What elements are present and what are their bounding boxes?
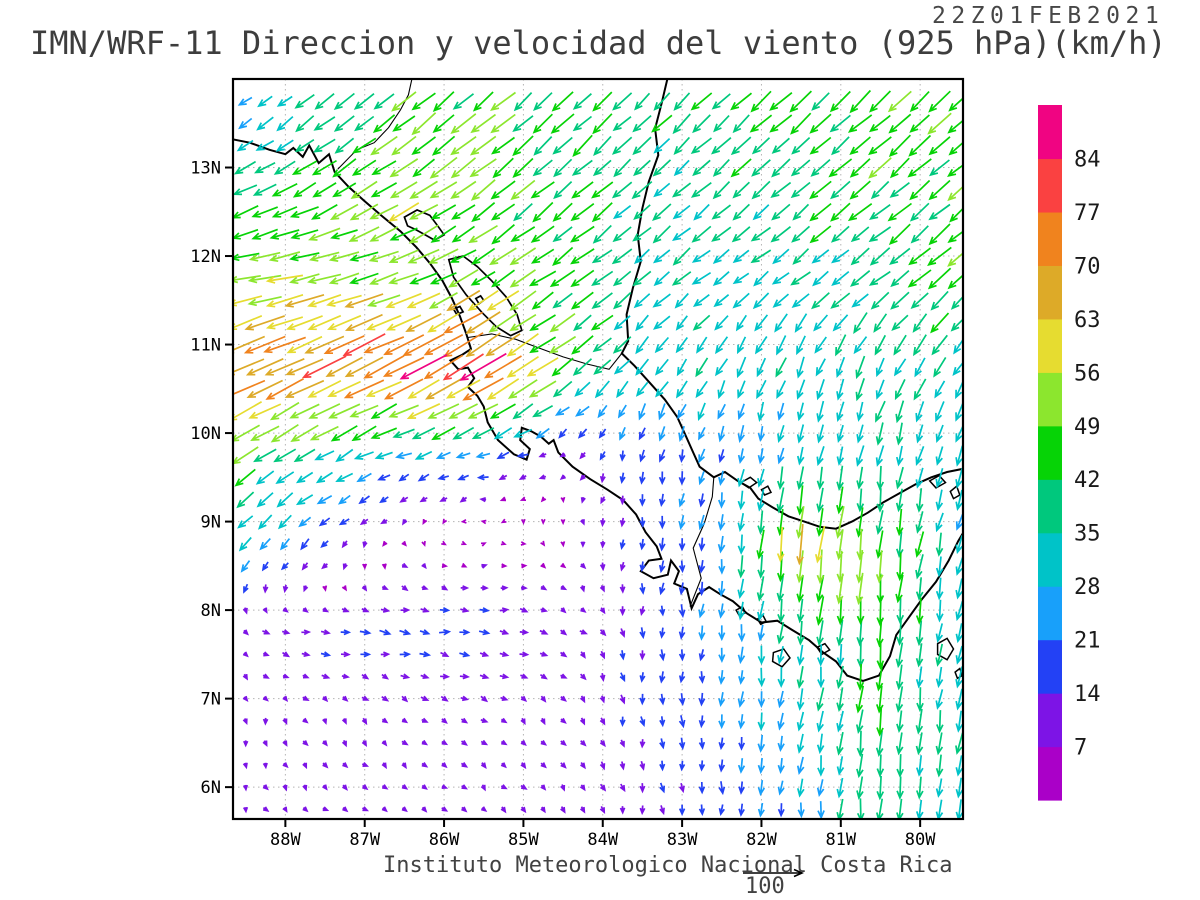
coastline <box>620 79 963 530</box>
axis-ticks <box>225 166 922 827</box>
lat-tick-label: 12N <box>190 247 221 267</box>
island-outline <box>739 476 758 489</box>
colorbar-segment <box>1038 639 1062 694</box>
colorbar-segment <box>1038 211 1062 266</box>
country-border <box>689 477 715 607</box>
lat-tick-label: 11N <box>190 336 221 356</box>
page-title: IMN/WRF-11 Direccion y velocidad del vie… <box>30 24 1167 62</box>
island-outline <box>949 484 961 500</box>
colorbar-tick-label: 7 <box>1074 736 1087 761</box>
plot-frame <box>231 77 965 821</box>
wind-arrows-speed-bin <box>233 202 826 564</box>
island-outline <box>936 637 955 661</box>
colorbar-segment <box>1038 265 1062 320</box>
colorbar-segment <box>1038 693 1062 748</box>
colorbar-segment <box>1038 746 1062 801</box>
lon-tick-label: 87W <box>349 830 380 850</box>
colorbar-segment <box>1038 158 1062 213</box>
reference-arrow-label: 100 <box>745 874 785 899</box>
colorbar-tick-label: 14 <box>1074 682 1101 707</box>
lat-tick-label: 6N <box>201 778 221 798</box>
colorbar-tick-label: 84 <box>1074 148 1101 173</box>
institute-credit: Instituto Meteorologico Nacional Costa R… <box>383 853 953 878</box>
wind-arrows-speed-bin <box>233 311 522 401</box>
reference-arrow <box>743 868 804 878</box>
lon-tick-label: 80W <box>905 830 936 850</box>
coastline <box>233 138 963 682</box>
lon-tick-label: 85W <box>508 830 539 850</box>
lat-tick-label: 13N <box>190 159 221 179</box>
colorbar-tick-label: 28 <box>1074 575 1101 600</box>
colorbar-segment <box>1038 532 1062 587</box>
lat-tick-label: 9N <box>201 513 221 533</box>
wind-arrows-speed-bin <box>233 90 963 606</box>
colorbar-tick-label: 77 <box>1074 201 1101 226</box>
lat-tick-label: 7N <box>201 690 221 710</box>
lon-tick-label: 82W <box>746 830 777 850</box>
wind-arrows-speed-bin <box>399 352 507 381</box>
wind-arrows-speed-bin <box>242 452 685 816</box>
lon-tick-label: 84W <box>587 830 618 850</box>
country-border <box>337 79 413 170</box>
colorbar-segment <box>1038 479 1062 534</box>
colorbar-tick-label: 70 <box>1074 254 1101 279</box>
wind-arrows-speed-bin <box>322 496 567 592</box>
lon-tick-label: 86W <box>429 830 460 850</box>
colorbar-tick-label: 21 <box>1074 629 1101 654</box>
lat-tick-label: 8N <box>201 601 221 621</box>
colorbar-segment <box>1038 372 1062 427</box>
degree-gridlines <box>233 79 963 819</box>
lon-tick-label: 81W <box>825 830 856 850</box>
lake-outline <box>452 305 465 316</box>
wind-arrows-speed-bin <box>233 92 963 819</box>
colorbar-segment <box>1038 318 1062 373</box>
colorbar-segment <box>1038 105 1062 160</box>
colorbar-segment <box>1038 425 1062 480</box>
colorbar-tick-label: 63 <box>1074 308 1101 333</box>
colorbar-tick-label: 56 <box>1074 361 1101 386</box>
lon-tick-label: 83W <box>667 830 698 850</box>
wind-arrows <box>233 89 963 819</box>
wind-arrows-speed-bin <box>301 333 484 381</box>
colorbar-labels: 7 14 21 28 35 42 49 56 63 70 77 84 <box>1074 148 1101 761</box>
axes: 88W 87W 86W 85W 84W 83W 82W 81W 80W 6N 7N 8N 9N 10N 11… <box>190 77 965 850</box>
wind-arrows-speed-bin <box>233 89 963 737</box>
wind-arrows-speed-bin <box>237 96 963 819</box>
wind-arrows-speed-bin <box>243 427 785 818</box>
wind-arrows-speed-bin <box>236 95 963 819</box>
lake-outline <box>447 255 523 337</box>
lat-tick-label: 10N <box>190 424 221 444</box>
model-run-timestamp: 22Z01FEB2021 <box>932 3 1165 29</box>
wind-arrows-speed-bin <box>233 289 804 566</box>
colorbar-tick-label: 35 <box>1074 522 1101 547</box>
colorbar-tick-label: 49 <box>1074 415 1101 440</box>
colorbar-segment <box>1038 586 1062 641</box>
colorbar: 7 14 21 28 35 42 49 56 63 70 77 84 <box>1038 105 1101 801</box>
axis-tick-labels: 88W 87W 86W 85W 84W 83W 82W 81W 80W 6N 7N 8N 9N 10N 11… <box>190 159 936 850</box>
island-outline <box>928 474 947 489</box>
colorbar-tick-label: 42 <box>1074 468 1101 493</box>
lon-tick-label: 88W <box>270 830 301 850</box>
